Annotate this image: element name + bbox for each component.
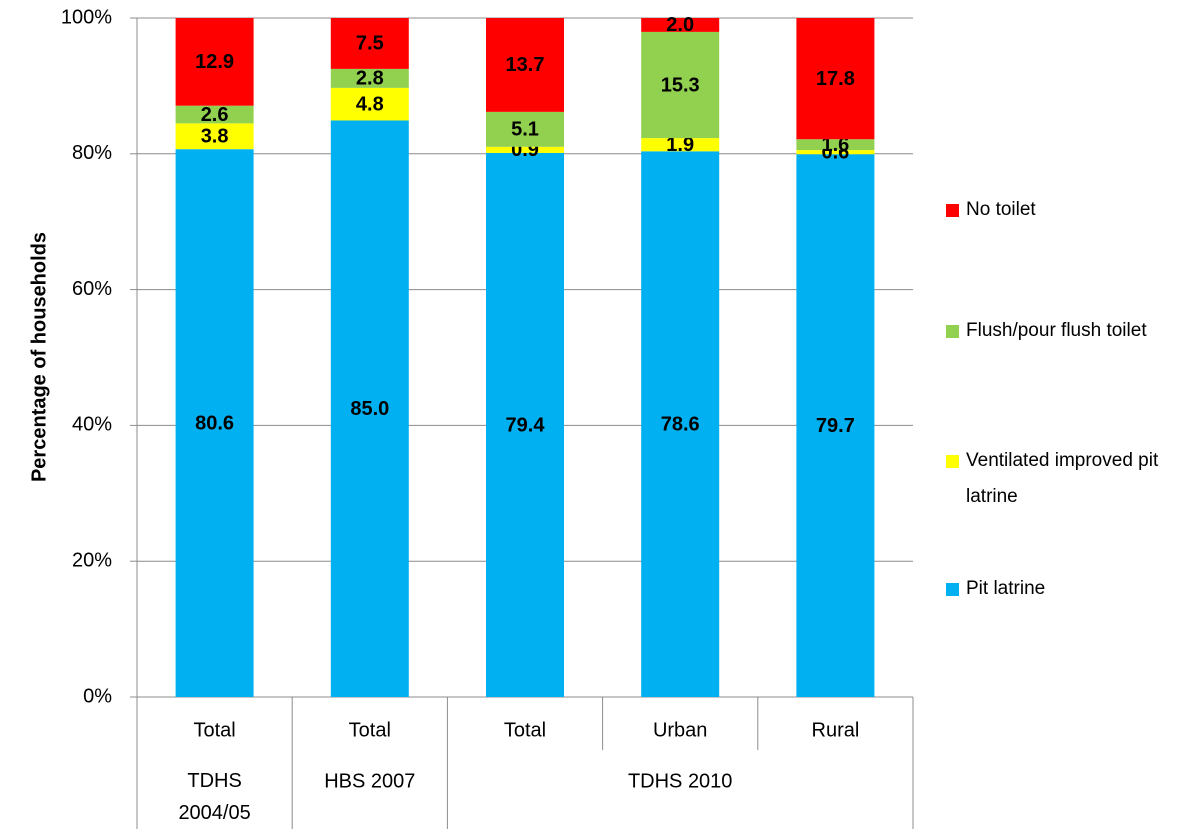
data-label: 85.0	[350, 398, 389, 420]
data-label: 4.8	[356, 93, 384, 115]
bar-segment	[796, 139, 875, 151]
legend-label: No toilet	[966, 199, 1036, 220]
data-label: 2.8	[356, 68, 384, 90]
data-label: 2.0	[666, 14, 694, 36]
data-label: 13.7	[506, 54, 545, 76]
x-tick-label: Rural	[812, 719, 860, 741]
legend-swatch	[946, 325, 959, 338]
legend-item: Pit latrine	[946, 571, 1171, 607]
bar-segment	[641, 138, 720, 152]
bar-segment	[486, 111, 564, 147]
legend-item: Ventilated improved pit latrine	[946, 443, 1171, 515]
x-tick-label: Total	[349, 719, 391, 741]
data-label: 1.9	[666, 134, 694, 156]
y-tick-label: 40%	[72, 414, 112, 436]
bar-segment	[330, 68, 409, 88]
bar-segment	[486, 18, 564, 112]
bar-segment	[796, 154, 875, 698]
bar-segment	[486, 146, 564, 153]
data-label: 2.6	[201, 104, 229, 126]
bar-segment	[796, 18, 875, 140]
bar-segment	[330, 18, 409, 69]
bar-segment	[486, 152, 564, 698]
data-label: 79.4	[506, 414, 546, 436]
legend-label: Flush/pour flush toilet	[966, 320, 1147, 341]
data-label: 12.9	[195, 51, 234, 73]
y-tick-label: 100%	[61, 6, 112, 28]
data-label: 5.1	[511, 119, 539, 141]
y-tick-label: 20%	[72, 549, 112, 571]
legend-swatch	[946, 204, 959, 217]
y-tick-label: 60%	[72, 278, 112, 300]
x-tick-label: Total	[193, 719, 235, 741]
data-label: 79.7	[816, 415, 855, 437]
legend-label: Ventilated improved pit latrine	[966, 450, 1159, 507]
bar-segment	[175, 18, 254, 106]
x-tick-label: Total	[504, 719, 546, 741]
legend-item: No toilet	[946, 192, 1171, 228]
bar-segment	[330, 87, 409, 121]
bar-segment	[330, 120, 409, 697]
bar-segment	[175, 123, 254, 150]
legend-item: Flush/pour flush toilet	[946, 313, 1171, 349]
legend-swatch	[946, 583, 959, 596]
data-label: 1.6	[821, 134, 849, 156]
data-label: 78.6	[661, 413, 700, 435]
bar-segment	[796, 150, 875, 155]
group-label: TDHS 2004/05	[178, 770, 250, 824]
legend-swatch	[946, 455, 959, 468]
bar-segment	[175, 105, 254, 124]
y-axis-label: Percentage of households	[28, 232, 50, 482]
x-tick-label: Urban	[653, 719, 707, 741]
data-label: 17.8	[816, 68, 855, 90]
data-label: 7.5	[356, 33, 384, 55]
bar-segment	[175, 149, 254, 698]
data-label: 15.3	[661, 74, 700, 96]
bar-segment	[641, 18, 720, 32]
bar-segment	[641, 151, 720, 698]
y-tick-label: 80%	[72, 142, 112, 164]
group-label: HBS 2007	[324, 770, 415, 792]
legend-label: Pit latrine	[966, 578, 1046, 599]
data-label: 3.8	[201, 126, 229, 148]
y-tick-label: 0%	[83, 685, 112, 707]
data-label: 80.6	[195, 412, 234, 434]
bar-segment	[641, 31, 720, 139]
group-label: TDHS 2010	[628, 770, 733, 792]
